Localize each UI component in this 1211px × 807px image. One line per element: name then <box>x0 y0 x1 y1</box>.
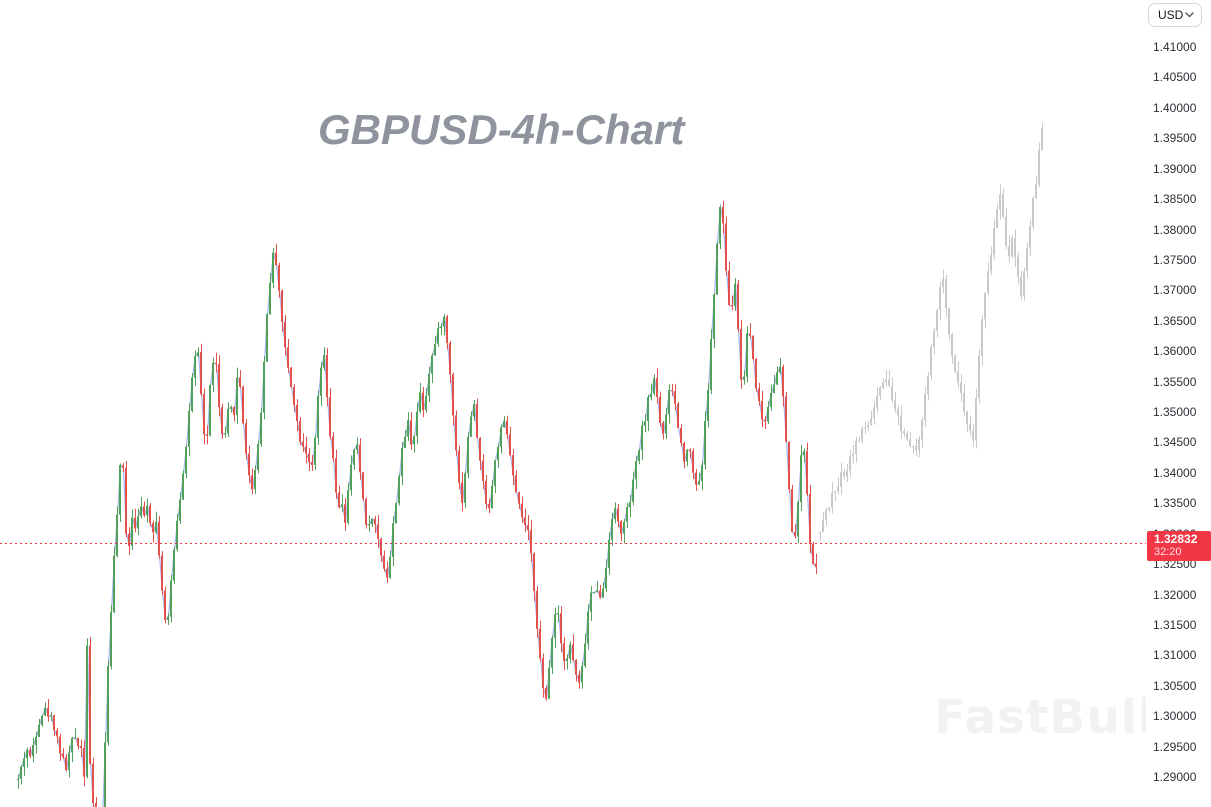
chart-title: GBPUSD-4h-Chart <box>318 106 685 153</box>
chevron-down-icon <box>1185 12 1194 18</box>
price-tick-label: 1.34000 <box>1153 465 1197 480</box>
current-price-line <box>0 543 1146 544</box>
price-tick-label: 1.37500 <box>1153 252 1197 267</box>
chart-area: FastBull GBPUSD-4h-Chart <box>0 0 1154 807</box>
current-price-value: 1.32832 <box>1154 532 1198 546</box>
price-tick-label: 1.38500 <box>1153 192 1197 207</box>
price-tick-label: 1.40000 <box>1153 100 1197 115</box>
price-tick-label: 1.31000 <box>1153 648 1197 663</box>
price-tick-label: 1.36500 <box>1153 313 1197 328</box>
price-tick-label: 1.37000 <box>1153 283 1197 298</box>
price-tick-label: 1.30000 <box>1153 709 1197 724</box>
currency-dropdown[interactable]: USD <box>1148 3 1202 27</box>
bar-countdown: 32:20 <box>1154 546 1182 558</box>
price-axis[interactable]: 1.32832 32:20 1.41000 1.40500 1.40000 1.395… <box>1146 0 1211 807</box>
price-tick-label: 1.39500 <box>1153 131 1197 146</box>
price-tick-label: 1.30500 <box>1153 678 1197 693</box>
price-tick-label: 1.35000 <box>1153 405 1197 419</box>
current-price-badge: 1.32832 32:20 <box>1147 531 1211 561</box>
price-tick-label: 1.35500 <box>1153 374 1197 389</box>
price-tick-label: 1.29000 <box>1153 770 1197 784</box>
candlestick-chart[interactable] <box>0 0 1146 807</box>
price-tick-label: 1.39000 <box>1153 161 1197 176</box>
price-tick-label: 1.40500 <box>1153 70 1197 85</box>
price-tick-label: 1.41000 <box>1153 40 1197 54</box>
price-tick-label: 1.34500 <box>1153 435 1197 450</box>
price-tick-label: 1.38000 <box>1153 222 1197 237</box>
price-tick-label: 1.33500 <box>1153 496 1197 511</box>
price-tick-label: 1.32000 <box>1153 587 1197 602</box>
price-tick-label: 1.31500 <box>1153 617 1197 632</box>
price-tick-label: 1.29500 <box>1153 739 1197 754</box>
price-tick-label: 1.36000 <box>1153 344 1197 359</box>
currency-dropdown-value: USD <box>1158 8 1184 22</box>
